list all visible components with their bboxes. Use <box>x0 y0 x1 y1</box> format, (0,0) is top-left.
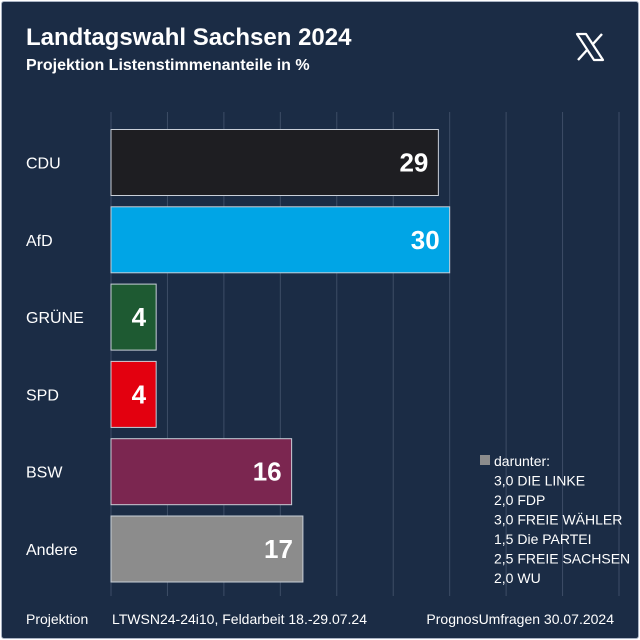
legend-item: 3,0 FREIE WÄHLER <box>494 512 622 528</box>
chart-title: Landtagswahl Sachsen 2024 <box>26 24 352 51</box>
bar <box>110 206 451 274</box>
bar <box>110 283 157 351</box>
data-label: 16 <box>253 457 282 487</box>
bar <box>110 360 157 428</box>
legend-item: 3,0 DIE LINKE <box>494 473 585 489</box>
category-label: Andere <box>26 542 78 559</box>
legend: darunter: 3,0 DIE LINKE 2,0 FDP 3,0 FREIE W… <box>480 453 630 586</box>
legend-item: 2,5 FREIE SACHSEN <box>494 551 630 567</box>
footer-fieldwork-info: LTWSN24-24i10, Feldarbeit 18.-29.07.24 <box>112 611 367 627</box>
chart-subtitle: Projektion Listenstimmenanteile in % <box>26 57 310 74</box>
category-label: CDU <box>26 156 61 173</box>
category-labels: CDU AfD GRÜNE SPD BSW Andere <box>26 156 84 560</box>
data-label: 4 <box>132 302 147 332</box>
data-label: 29 <box>399 148 428 178</box>
legend-title: darunter: <box>494 453 550 469</box>
data-label: 4 <box>132 379 147 409</box>
footer-source-date: PrognosUmfragen 30.07.2024 <box>426 611 614 627</box>
legend-marker <box>480 455 490 465</box>
category-label: AfD <box>26 233 53 250</box>
legend-item: 2,0 WU <box>494 570 541 586</box>
data-label: 30 <box>411 225 440 255</box>
bar <box>110 438 293 506</box>
footer-projection-label: Projektion <box>26 611 89 627</box>
bar <box>110 515 304 583</box>
legend-item: 2,0 FDP <box>494 492 545 508</box>
x-logo-icon[interactable] <box>574 31 606 63</box>
category-label: BSW <box>26 465 63 482</box>
category-label: GRÜNE <box>26 309 84 327</box>
bars: 29 30 4 4 16 17 <box>110 129 451 583</box>
category-label: SPD <box>26 387 59 404</box>
legend-item: 1,5 Die PARTEI <box>494 531 592 547</box>
data-label: 17 <box>264 534 293 564</box>
grid-lines <box>110 112 620 596</box>
bar <box>110 129 439 196</box>
